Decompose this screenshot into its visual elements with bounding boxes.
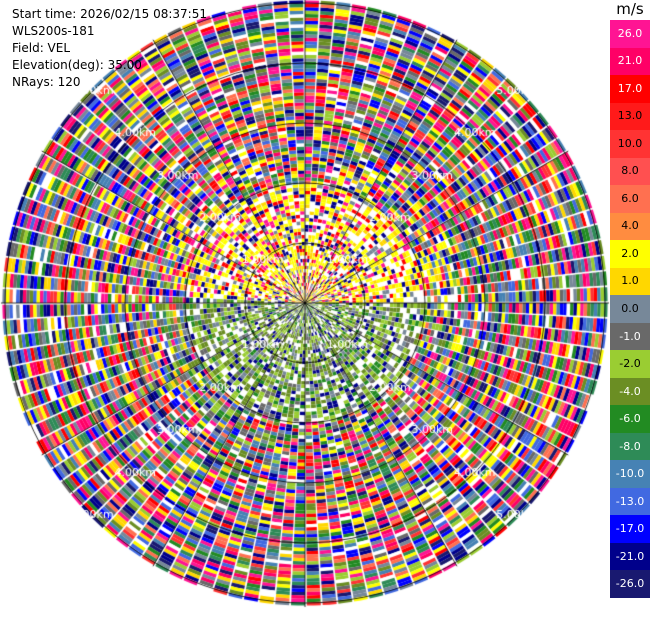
- colorbar-tick-label: 4.0: [621, 219, 639, 233]
- colorbar-tick-label: -1.0: [619, 329, 641, 343]
- colorbar-segment: [610, 322, 650, 351]
- start-time-label: Start time: 2026/02/15 08:37:51: [12, 7, 207, 21]
- colorbar-tick-label: 26.0: [617, 26, 643, 40]
- colorbar-segment: [610, 350, 650, 379]
- colorbar-segment: [610, 157, 650, 186]
- colorbar-tick-label: 13.0: [617, 109, 643, 123]
- colorbar-tick-label: -6.0: [619, 412, 641, 426]
- colorbar-tick-label: -17.0: [615, 522, 645, 536]
- elevation-label: Elevation(deg): 35.00: [12, 58, 142, 72]
- colorbar-segment: [610, 47, 650, 76]
- nrays-label: NRays: 120: [12, 75, 81, 89]
- colorbar-tick-label: 8.0: [621, 164, 639, 178]
- colorbar-segment: [610, 432, 650, 461]
- colorbar-tick-label: 21.0: [617, 54, 643, 68]
- instrument-label: WLS200s-181: [12, 24, 95, 38]
- colorbar-tick-label: -21.0: [615, 549, 645, 563]
- colorbar-segment: [610, 75, 650, 104]
- colorbar-tick-label: 17.0: [617, 81, 643, 95]
- colorbar-tick-label: 2.0: [621, 246, 639, 260]
- colorbar-tick-label: 0.0: [621, 302, 639, 315]
- colorbar-segment: [610, 542, 650, 571]
- colorbar-segment: [610, 487, 650, 516]
- colorbar-segment: [610, 212, 650, 241]
- colorbar-tick-label: -13.0: [615, 494, 645, 508]
- colorbar-segment: [610, 267, 650, 296]
- colorbar-segment: [610, 405, 650, 434]
- colorbar-segment: [610, 460, 650, 489]
- colorbar-segment: [610, 515, 650, 544]
- colorbar-segment: [610, 20, 650, 48]
- colorbar-tick-label: -8.0: [619, 439, 641, 453]
- colorbar-segment: [610, 240, 650, 269]
- colorbar-unit: m/s: [616, 0, 644, 18]
- colorbar-tick-label: 6.0: [621, 191, 639, 205]
- velocity-colorbar: m/s 26.0 21.0 17.0 13.0 10.0 8.0 6.0 4.0 2.0 1.0 0…: [610, 0, 650, 617]
- colorbar-segment: [610, 295, 650, 324]
- colorbar-segment: [610, 570, 650, 599]
- colorbar-tick-label: -4.0: [619, 384, 641, 398]
- colorbar-tick-label: -2.0: [619, 357, 641, 371]
- colorbar-segment: [610, 185, 650, 214]
- colorbar-tick-label: -10.0: [615, 467, 645, 481]
- colorbar-segment: [610, 377, 650, 406]
- colorbar-tick-label: 10.0: [617, 136, 643, 150]
- field-label: Field: VEL: [12, 41, 71, 55]
- colorbar-segment: [610, 130, 650, 159]
- colorbar-tick-label: 1.0: [621, 274, 639, 288]
- colorbar-tick-label: -30.0: [615, 604, 645, 618]
- scan-info-panel: Start time: 2026/02/15 08:37:51 WLS200s-…: [12, 6, 207, 91]
- colorbar-segment: [610, 102, 650, 131]
- colorbar-tick-label: -26.0: [615, 577, 645, 591]
